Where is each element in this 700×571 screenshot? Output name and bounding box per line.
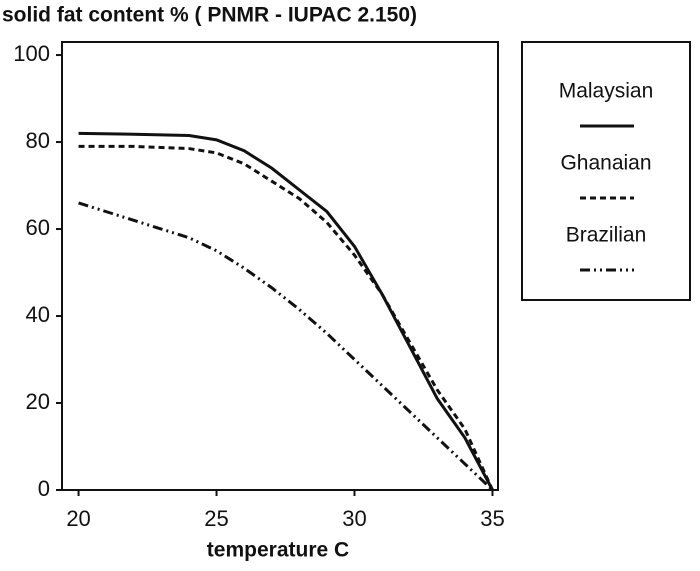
legend-label: Ghanaian [560,152,651,175]
legend-label: Malaysian [559,80,654,103]
x-tick-label: 25 [204,506,228,531]
y-tick-label: 100 [13,41,50,66]
series-line [78,144,494,491]
y-tick-label: 80 [26,128,50,153]
chart-title: solid fat content % ( PNMR - IUPAC 2.150… [2,4,417,27]
x-tick-label: 20 [66,506,90,531]
plot-frame [61,41,499,491]
legend-label: Brazilian [566,224,647,247]
y-tick-label: 20 [26,389,50,414]
x-tick-label: 35 [480,506,504,531]
legend-box [521,41,691,301]
series-line [78,131,494,491]
x-tick-label: 30 [342,506,366,531]
x-axis-label: temperature C [207,539,349,562]
y-tick-label: 60 [26,215,50,240]
y-tick-label: 40 [26,302,50,327]
series-line [78,201,494,492]
y-tick-label: 0 [38,476,50,501]
